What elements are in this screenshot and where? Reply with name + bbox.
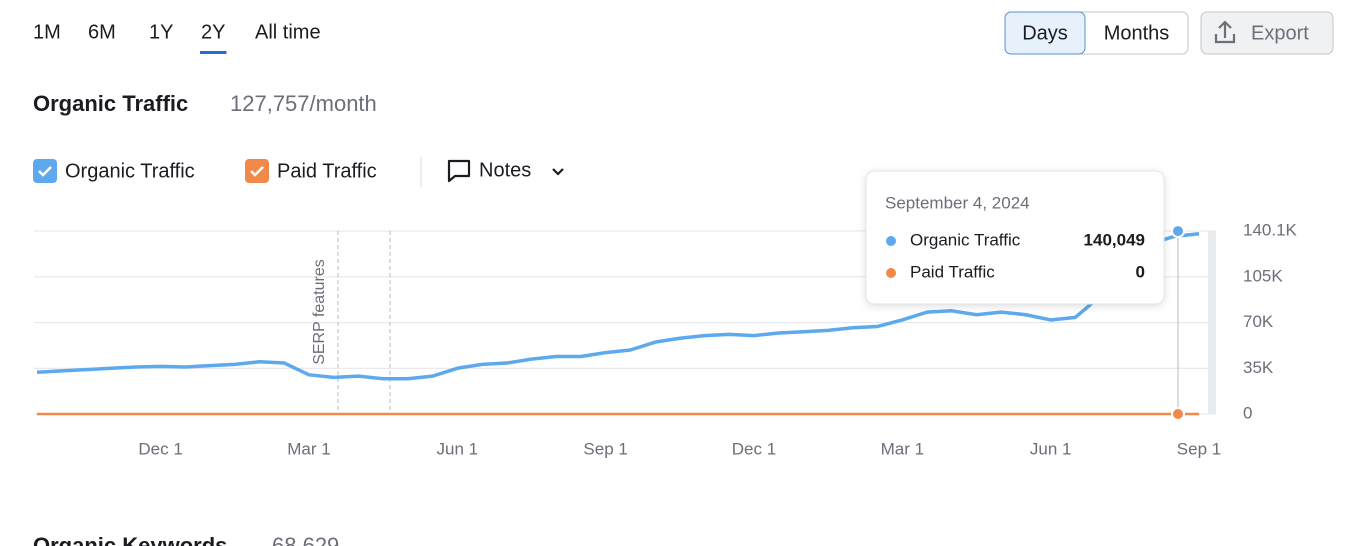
tooltip-box bbox=[865, 170, 1165, 305]
y-tick-label: 35K bbox=[1243, 358, 1274, 377]
legend-item[interactable]: Paid Traffic bbox=[245, 159, 377, 183]
tooltip-date: September 4, 2024 bbox=[885, 193, 1030, 212]
tooltip-value: 140,049 bbox=[1084, 230, 1145, 249]
export-label: Export bbox=[1251, 22, 1309, 44]
notes-icon bbox=[447, 159, 471, 183]
notes-button[interactable]: Notes bbox=[447, 159, 564, 183]
y-tick-label: 105K bbox=[1243, 266, 1283, 285]
hover-dot bbox=[1171, 407, 1185, 421]
legend-check bbox=[250, 166, 264, 177]
x-tick-label: Jun 1 bbox=[437, 439, 479, 458]
x-tick-label: Mar 1 bbox=[881, 439, 924, 458]
active-underline bbox=[200, 51, 227, 54]
next-section-value: 68,629 bbox=[272, 533, 339, 546]
period-tab[interactable]: All time bbox=[255, 21, 321, 43]
y-tick-label: 140.1K bbox=[1243, 220, 1298, 239]
hover-dot bbox=[1171, 224, 1185, 239]
period-tab[interactable]: 1Y bbox=[149, 21, 173, 43]
export-bg bbox=[1200, 11, 1334, 55]
chart: 0 35K 70K 105K 140.1K Dec 1 Mar 1 Jun 1 Sep 1 Dec… bbox=[34, 170, 1298, 458]
legend: Organic Traffic Paid Traffic bbox=[33, 159, 377, 183]
view-toggle: Days Months bbox=[1004, 11, 1189, 55]
tooltip-value: 0 bbox=[1136, 262, 1145, 281]
toggle-active bbox=[1004, 11, 1086, 55]
tooltip-name: Organic Traffic bbox=[910, 230, 1021, 249]
range-edge bbox=[1208, 231, 1216, 414]
notes-label: Notes bbox=[479, 159, 531, 181]
period-tab[interactable]: 1M bbox=[33, 21, 61, 43]
legend-checkbox bbox=[245, 159, 269, 183]
legend-item[interactable]: Organic Traffic bbox=[33, 159, 195, 183]
next-section-title: Organic Keywords bbox=[33, 533, 227, 546]
x-tick-label: Dec 1 bbox=[138, 439, 182, 458]
legend-checkbox bbox=[33, 159, 57, 183]
export-button[interactable]: Export bbox=[1200, 11, 1334, 55]
legend-check bbox=[38, 166, 52, 177]
section-value: 127,757/month bbox=[230, 91, 377, 116]
x-tick-label: Sep 1 bbox=[583, 439, 627, 458]
y-tick-label: 0 bbox=[1243, 403, 1252, 422]
annotation-label: SERP features bbox=[311, 259, 328, 365]
period-tabs: 1M 6M 1Y 2Y All time bbox=[33, 21, 321, 54]
x-tick-label: Mar 1 bbox=[287, 439, 330, 458]
x-tick-label: Jun 1 bbox=[1030, 439, 1072, 458]
view-option[interactable]: Days bbox=[1022, 22, 1068, 44]
period-tab[interactable]: 6M bbox=[88, 21, 116, 43]
tooltip-swatch bbox=[886, 268, 896, 278]
legend-label: Organic Traffic bbox=[65, 160, 195, 182]
period-tab[interactable]: 2Y bbox=[201, 21, 225, 43]
tooltip-swatch bbox=[886, 236, 896, 246]
notes-chevron bbox=[552, 168, 564, 176]
view-option[interactable]: Months bbox=[1104, 22, 1170, 44]
y-tick-label: 70K bbox=[1243, 312, 1274, 331]
export-icon bbox=[1214, 20, 1236, 44]
x-tick-label: Dec 1 bbox=[732, 439, 776, 458]
tooltip: September 4, 2024 Organic Traffic 140,049 P… bbox=[865, 170, 1165, 305]
tooltip-name: Paid Traffic bbox=[910, 262, 995, 281]
legend-label: Paid Traffic bbox=[277, 160, 377, 182]
section-title: Organic Traffic bbox=[33, 91, 188, 116]
series-line bbox=[36, 232, 1200, 381]
x-tick-label: Sep 1 bbox=[1177, 439, 1221, 458]
